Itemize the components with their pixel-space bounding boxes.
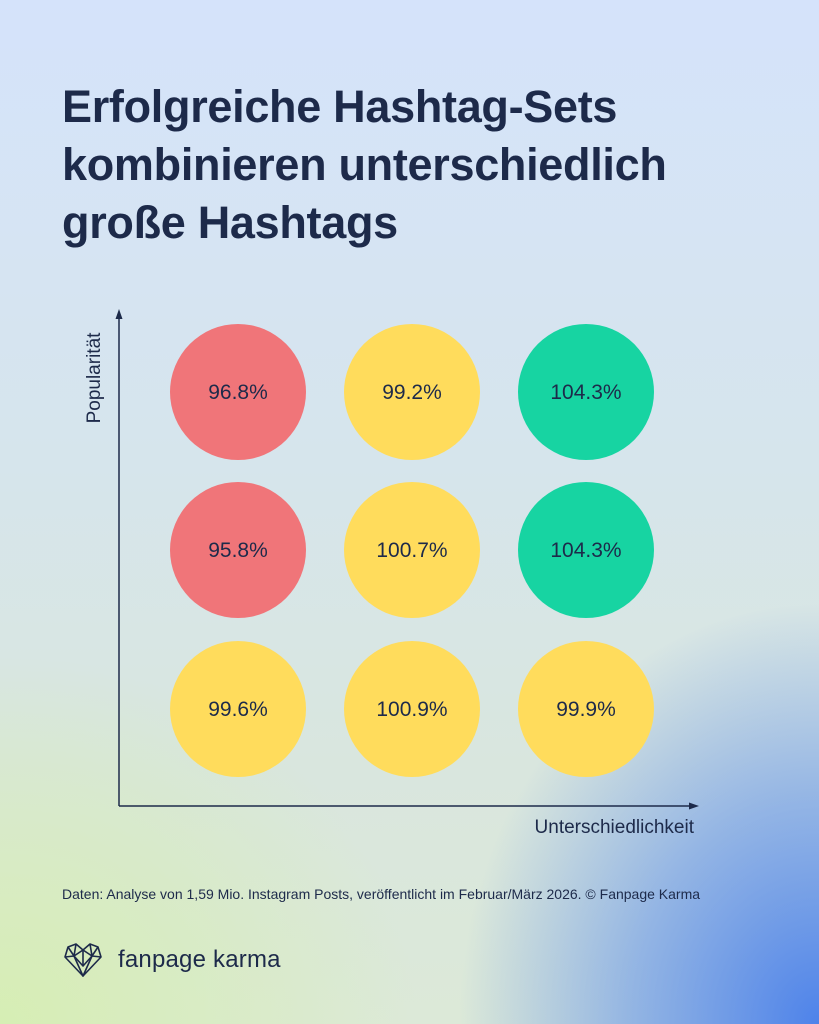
bubble-value-label: 99.2% xyxy=(382,381,442,404)
x-axis-label: Unterschiedlichkeit xyxy=(534,817,694,838)
bubble-r2-c2 xyxy=(518,641,654,777)
bubble-r0-c1 xyxy=(344,324,480,460)
bubble-value-label: 100.9% xyxy=(376,698,447,721)
bubble-r0-c0 xyxy=(170,324,306,460)
title-line-2: kombinieren unterschiedlich xyxy=(62,139,667,190)
brand-logo[interactable]: fanpage karma xyxy=(62,942,281,978)
bubble-r1-c1 xyxy=(344,482,480,618)
bubble-value-label: 99.9% xyxy=(556,698,616,721)
title-line-1: Erfolgreiche Hashtag-Sets xyxy=(62,81,618,132)
bubble-value-label: 100.7% xyxy=(376,539,447,562)
bubble-value-label: 104.3% xyxy=(550,539,621,562)
page-title: Erfolgreiche Hashtag-Sets kombinieren un… xyxy=(62,78,762,252)
axes xyxy=(115,309,699,810)
bubble-value-label: 96.8% xyxy=(208,381,268,404)
y-axis-arrow xyxy=(115,309,123,319)
bubble-value-label: 104.3% xyxy=(550,381,621,404)
bubble-value-label: 95.8% xyxy=(208,539,268,562)
bubble-r1-c2 xyxy=(518,482,654,618)
bubble-r0-c2 xyxy=(518,324,654,460)
heart-network-icon xyxy=(64,943,102,977)
brand-name: fanpage karma xyxy=(118,946,281,973)
bubble-r2-c1 xyxy=(344,641,480,777)
bubble-r2-c0 xyxy=(170,641,306,777)
source-note: Daten: Analyse von 1,59 Mio. Instagram P… xyxy=(62,886,701,902)
x-axis-arrow xyxy=(689,802,699,810)
title-line-3: große Hashtags xyxy=(62,197,398,248)
bubble-r1-c0 xyxy=(170,482,306,618)
bubble-value-label: 99.6% xyxy=(208,698,268,721)
y-axis-label: Popularität xyxy=(84,332,105,424)
bubble-cells: 96.8% 99.2% 104.3% 95.8% 100.7% 104.3% 99.6% 10… xyxy=(170,324,654,777)
